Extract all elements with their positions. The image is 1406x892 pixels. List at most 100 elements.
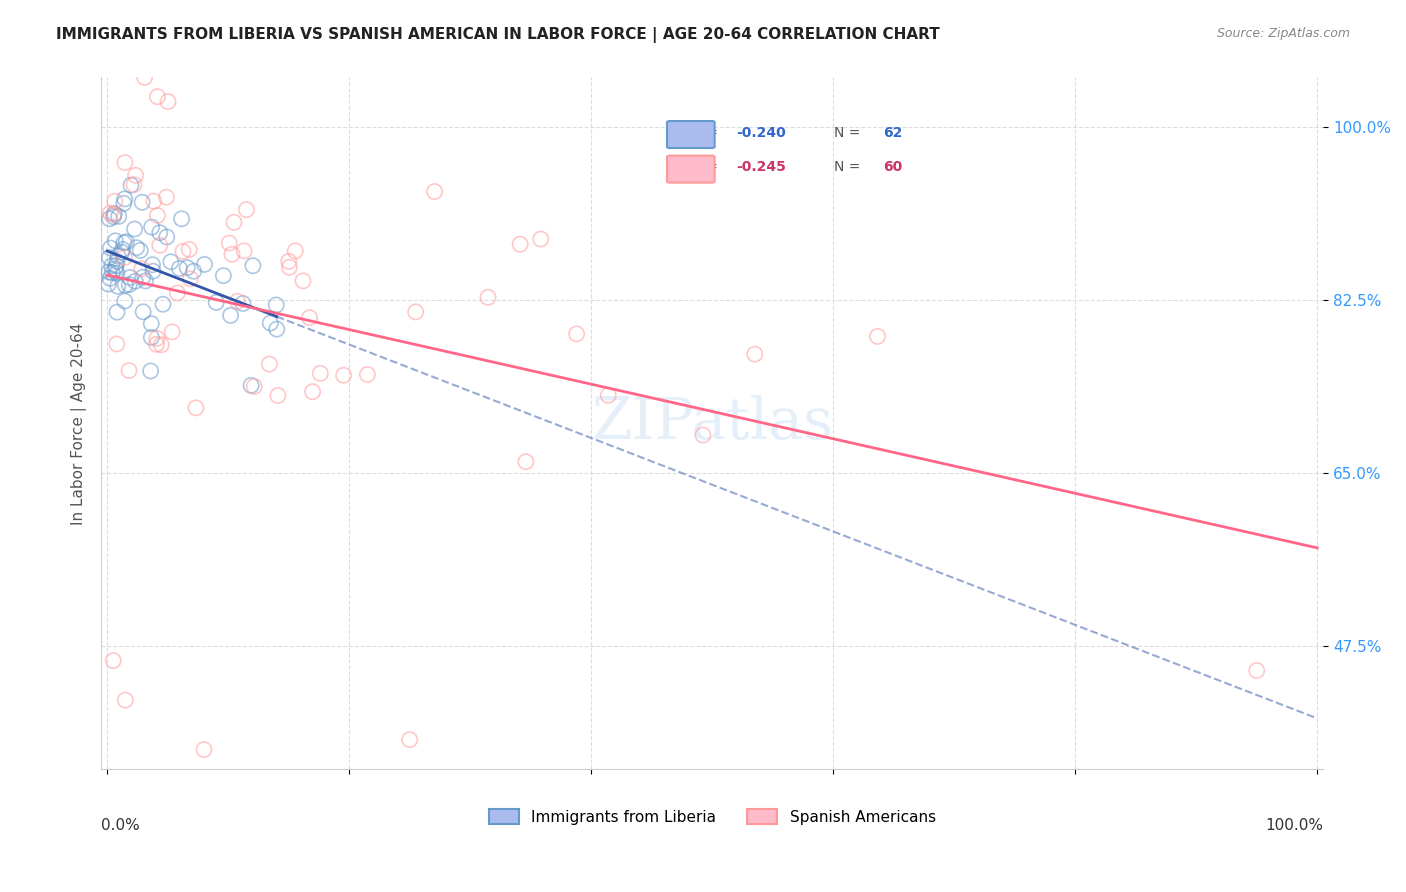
Immigrants from Liberia xyxy=(183,264,205,278)
Text: 0.0%: 0.0% xyxy=(101,818,139,833)
Immigrants from Liberia xyxy=(103,210,125,224)
Spanish Americans xyxy=(184,401,207,415)
Immigrants from Liberia xyxy=(160,255,183,269)
Immigrants from Liberia xyxy=(219,309,242,323)
Immigrants from Liberia xyxy=(111,245,134,260)
Immigrants from Liberia xyxy=(104,234,127,248)
Immigrants from Liberia xyxy=(118,277,141,292)
Immigrants from Liberia xyxy=(98,211,121,226)
Text: ZIPatlas: ZIPatlas xyxy=(591,395,834,451)
Immigrants from Liberia xyxy=(114,192,136,206)
Spanish Americans xyxy=(398,732,420,747)
Text: 60: 60 xyxy=(883,161,903,175)
Immigrants from Liberia xyxy=(142,264,165,278)
Text: N =: N = xyxy=(834,126,865,140)
Immigrants from Liberia xyxy=(107,249,129,263)
Spanish Americans xyxy=(157,95,180,109)
Immigrants from Liberia xyxy=(97,277,120,291)
Immigrants from Liberia xyxy=(259,316,281,330)
Spanish Americans xyxy=(509,237,531,252)
Immigrants from Liberia xyxy=(156,230,179,244)
Spanish Americans xyxy=(146,209,169,223)
Immigrants from Liberia xyxy=(132,305,155,319)
Spanish Americans xyxy=(222,215,245,229)
Text: IMMIGRANTS FROM LIBERIA VS SPANISH AMERICAN IN LABOR FORCE | AGE 20-64 CORRELATI: IMMIGRANTS FROM LIBERIA VS SPANISH AMERI… xyxy=(56,27,941,43)
Immigrants from Liberia xyxy=(98,251,121,265)
Immigrants from Liberia xyxy=(141,220,163,235)
Text: -0.245: -0.245 xyxy=(737,161,786,175)
Immigrants from Liberia xyxy=(115,235,138,249)
Spanish Americans xyxy=(298,310,321,325)
Immigrants from Liberia xyxy=(100,241,122,255)
Y-axis label: In Labor Force | Age 20-64: In Labor Force | Age 20-64 xyxy=(72,322,87,524)
Immigrants from Liberia xyxy=(107,279,129,293)
Immigrants from Liberia xyxy=(141,330,163,344)
Immigrants from Liberia xyxy=(170,211,193,226)
Immigrants from Liberia xyxy=(125,241,148,255)
Spanish Americans xyxy=(332,368,354,383)
Immigrants from Liberia xyxy=(193,257,215,271)
Spanish Americans xyxy=(112,251,135,265)
Spanish Americans xyxy=(146,89,169,103)
Spanish Americans xyxy=(233,244,256,258)
Spanish Americans xyxy=(114,155,136,169)
Spanish Americans xyxy=(356,368,378,382)
Spanish Americans xyxy=(145,337,167,351)
Spanish Americans xyxy=(221,247,243,261)
Immigrants from Liberia xyxy=(103,206,125,220)
Spanish Americans xyxy=(160,325,183,339)
Text: N =: N = xyxy=(834,161,865,175)
Immigrants from Liberia xyxy=(152,297,174,311)
Immigrants from Liberia xyxy=(242,259,264,273)
Immigrants from Liberia xyxy=(212,268,235,283)
Spanish Americans xyxy=(103,654,125,668)
Spanish Americans xyxy=(866,329,889,343)
Spanish Americans xyxy=(309,367,332,381)
Immigrants from Liberia xyxy=(111,243,134,257)
FancyBboxPatch shape xyxy=(666,121,714,148)
Spanish Americans xyxy=(150,338,173,352)
Spanish Americans xyxy=(114,693,136,707)
Immigrants from Liberia xyxy=(176,260,198,275)
Text: -0.240: -0.240 xyxy=(737,126,786,140)
Immigrants from Liberia xyxy=(118,270,141,285)
Spanish Americans xyxy=(477,290,499,304)
Immigrants from Liberia xyxy=(112,235,135,250)
Spanish Americans xyxy=(405,305,427,319)
Spanish Americans xyxy=(267,388,290,402)
Immigrants from Liberia xyxy=(120,178,142,193)
Spanish Americans xyxy=(291,274,314,288)
Immigrants from Liberia xyxy=(141,258,163,272)
Spanish Americans xyxy=(98,206,121,220)
Immigrants from Liberia xyxy=(105,254,128,268)
Immigrants from Liberia xyxy=(97,265,120,279)
Spanish Americans xyxy=(155,190,177,204)
Text: 62: 62 xyxy=(883,126,903,140)
Spanish Americans xyxy=(146,331,169,345)
Spanish Americans xyxy=(105,337,128,351)
Immigrants from Liberia xyxy=(129,244,152,258)
FancyBboxPatch shape xyxy=(666,155,714,183)
Spanish Americans xyxy=(235,202,257,217)
Spanish Americans xyxy=(166,285,188,300)
Spanish Americans xyxy=(179,272,201,286)
Immigrants from Liberia xyxy=(100,259,122,273)
Spanish Americans xyxy=(1246,664,1268,678)
Spanish Americans xyxy=(172,244,194,259)
Immigrants from Liberia xyxy=(98,271,121,285)
Spanish Americans xyxy=(243,379,266,393)
Spanish Americans xyxy=(124,169,146,183)
Spanish Americans xyxy=(515,455,537,469)
Immigrants from Liberia xyxy=(132,270,155,285)
Immigrants from Liberia xyxy=(114,278,136,293)
Text: 100.0%: 100.0% xyxy=(1265,818,1323,833)
Spanish Americans xyxy=(179,243,201,257)
Immigrants from Liberia xyxy=(101,266,124,280)
Immigrants from Liberia xyxy=(114,293,136,308)
Spanish Americans xyxy=(142,194,165,209)
Immigrants from Liberia xyxy=(105,259,128,273)
Immigrants from Liberia xyxy=(124,274,146,288)
Spanish Americans xyxy=(284,244,307,258)
Immigrants from Liberia xyxy=(169,261,191,276)
Spanish Americans xyxy=(103,208,125,222)
